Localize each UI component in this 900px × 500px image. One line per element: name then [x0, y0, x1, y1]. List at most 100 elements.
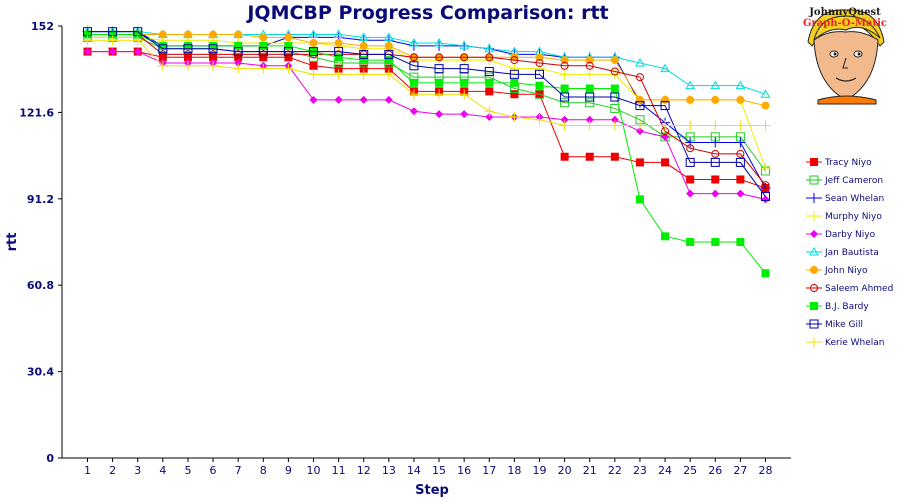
data-point [259, 33, 268, 42]
data-point [686, 144, 695, 153]
data-point [233, 63, 244, 74]
legend-item: B.J. Bardy [806, 302, 869, 312]
data-point [234, 30, 243, 39]
data-point [359, 41, 368, 50]
data-point [234, 41, 243, 50]
data-point [308, 69, 319, 80]
data-point [584, 69, 595, 80]
legend-marker [809, 175, 819, 185]
data-point [509, 69, 519, 79]
x-tick-label: 5 [184, 464, 191, 477]
x-tick-label: 8 [260, 464, 267, 477]
legend-marker [810, 230, 818, 238]
data-point [610, 84, 619, 93]
legend-item: Darby Niyo [806, 230, 876, 240]
data-point [760, 163, 771, 174]
data-point [661, 232, 670, 241]
series-kerie-whelan [82, 35, 771, 131]
data-point [384, 49, 394, 59]
data-point [610, 152, 619, 161]
data-point [284, 53, 293, 62]
series-line [87, 34, 766, 186]
data-point [635, 127, 644, 136]
legend-marker [810, 266, 818, 274]
data-point [333, 69, 344, 80]
data-point [560, 84, 569, 93]
data-point [108, 30, 117, 39]
data-point [359, 95, 368, 104]
data-point [585, 115, 594, 124]
x-tick-label: 4 [159, 464, 166, 477]
data-point [183, 53, 192, 62]
x-tick-label: 16 [457, 464, 471, 477]
data-point [259, 41, 268, 50]
data-point [359, 49, 369, 59]
legend: Tracy Niyo Jeff Cameron Sean Whelan Murphy … [806, 158, 893, 348]
data-point [760, 89, 771, 98]
series-line [87, 51, 766, 200]
series-layer [82, 26, 771, 278]
legend-item: Jan Bautista [806, 246, 879, 258]
x-tick-label: 9 [285, 464, 292, 477]
legend-marker [810, 302, 818, 310]
data-point [234, 53, 243, 62]
y-tick-label: 0 [46, 452, 54, 465]
data-point [157, 60, 168, 71]
data-point [634, 120, 645, 131]
data-point [384, 64, 393, 73]
data-point [234, 58, 243, 67]
legend-label: Jeff Cameron [824, 176, 883, 186]
data-point [133, 47, 142, 56]
data-point [358, 32, 369, 41]
data-point [334, 53, 343, 62]
data-point [133, 30, 142, 39]
data-point [409, 107, 418, 116]
data-point [485, 78, 494, 87]
data-point [686, 189, 695, 198]
legend-marker [809, 337, 819, 347]
legend-item: Tracy Niyo [806, 158, 872, 168]
data-point [761, 195, 770, 204]
x-tick-label: 22 [608, 464, 622, 477]
legend-item: Murphy Niyo [806, 211, 882, 222]
legend-label: Kerie Whelan [825, 338, 884, 348]
x-tick-label: 19 [533, 464, 547, 477]
data-point [333, 29, 344, 39]
data-point [460, 110, 469, 119]
data-point [736, 189, 745, 198]
legend-marker [810, 158, 818, 166]
data-point [635, 158, 644, 167]
data-point [233, 47, 243, 57]
x-tick-label: 6 [210, 464, 217, 477]
data-point [158, 41, 167, 50]
data-point [610, 67, 619, 76]
legend-marker [809, 193, 819, 203]
legend-item: John Niyo [806, 266, 868, 276]
data-point [208, 44, 218, 54]
data-point [735, 137, 746, 148]
x-tick-label: 26 [708, 464, 722, 477]
data-point [384, 41, 393, 50]
logo-line-1: JohnnyQuest [808, 7, 881, 18]
data-point [685, 120, 696, 131]
data-point [259, 53, 268, 62]
data-point [334, 95, 343, 104]
legend-marker [809, 246, 819, 256]
data-point [635, 195, 644, 204]
data-point [334, 64, 343, 73]
data-point [434, 89, 445, 100]
data-point [635, 101, 645, 111]
data-point [459, 64, 469, 74]
data-point [660, 101, 670, 111]
series-line [87, 34, 766, 274]
legend-item: Kerie Whelan [806, 337, 884, 348]
data-point [435, 110, 444, 119]
data-point [509, 63, 520, 74]
data-point [559, 69, 570, 80]
data-point [309, 39, 318, 48]
legend-item: Jeff Cameron [806, 175, 883, 186]
data-point [585, 92, 595, 102]
data-point [710, 80, 721, 90]
data-point [108, 47, 117, 56]
